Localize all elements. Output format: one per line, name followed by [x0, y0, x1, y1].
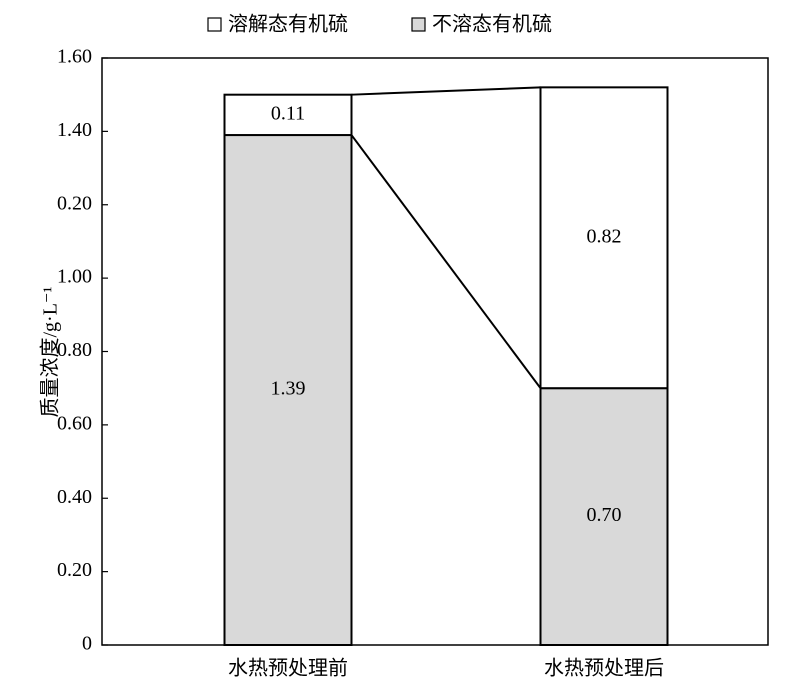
legend-swatch	[207, 17, 222, 32]
y-tick-label: 0.20	[57, 192, 92, 214]
y-tick-label: 1.40	[57, 119, 92, 141]
y-tick-label: 0.80	[57, 339, 92, 361]
bar-segment	[539, 86, 669, 390]
connector	[350, 134, 542, 389]
bar-segment	[223, 134, 353, 646]
legend-label: 不溶态有机硫	[432, 13, 552, 36]
y-tick-label: 1.00	[57, 266, 92, 288]
y-tick-label: 1.60	[57, 46, 92, 68]
bar-segment	[223, 93, 353, 137]
data-label: 0.11	[271, 102, 305, 124]
bar-segment	[539, 387, 669, 646]
y-tick-label: 0	[82, 633, 92, 655]
y-tick-label: 0.40	[57, 486, 92, 508]
legend-label: 溶解态有机硫	[228, 13, 348, 36]
x-tick-label: 水热预处理前	[228, 657, 348, 680]
data-label: 0.82	[587, 225, 622, 247]
y-tick-label: 0.60	[57, 412, 92, 434]
data-label: 1.39	[271, 378, 306, 400]
data-label: 0.70	[587, 504, 622, 526]
y-tick-label: 0.20	[57, 559, 92, 581]
y-axis-label: 质量浓度/g·L⁻¹	[39, 287, 62, 418]
x-tick-label: 水热预处理后	[544, 657, 664, 680]
legend-swatch	[411, 17, 426, 32]
connector	[351, 86, 541, 96]
